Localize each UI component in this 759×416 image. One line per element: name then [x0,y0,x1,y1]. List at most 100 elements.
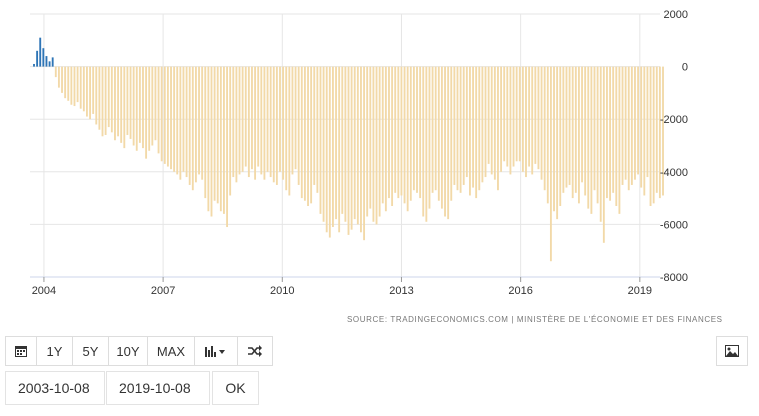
bar [391,66,394,206]
bar [627,66,630,191]
bar [61,66,63,93]
bar [338,66,341,233]
bar [590,66,593,214]
bar [42,48,45,67]
bar [213,66,216,201]
range-1y-button[interactable]: 1Y [36,336,73,366]
bar [615,66,618,206]
bar [269,66,272,178]
bar [484,66,487,178]
bar [549,66,552,262]
x-tick-label: 2004 [32,285,56,297]
bar [397,66,400,199]
range-10y-button[interactable]: 10Y [108,336,148,366]
bar [381,66,384,204]
bar [179,66,182,180]
bar [643,66,646,196]
bar [307,66,309,206]
end-date-input[interactable]: 2019-10-08 [106,371,210,405]
bar [481,66,484,183]
bar [360,66,362,233]
x-tick-label: 2013 [389,285,413,297]
x-tick-label: 2019 [628,285,652,297]
bar [366,66,369,217]
bar [73,66,76,107]
bar [419,66,422,199]
bar [291,66,294,175]
bar [565,66,568,188]
bar [447,66,450,220]
bar [148,66,151,151]
range-5y-button[interactable]: 5Y [72,336,109,366]
bar [444,66,446,217]
bar [319,66,322,214]
bar [403,66,406,204]
bar [39,37,42,67]
chevron-down-icon [219,350,225,354]
bar [425,66,428,222]
bar [553,66,555,212]
bar [332,66,334,228]
bar [528,66,531,167]
bar [655,66,658,193]
bar [658,66,661,199]
shuffle-icon [248,345,262,357]
bar [412,66,415,191]
bar [637,66,640,175]
range-max-button[interactable]: MAX [147,336,195,366]
calendar-button[interactable] [5,336,37,366]
bar [500,66,503,172]
ok-button[interactable]: OK [212,371,259,405]
bar [478,66,481,191]
bar [241,66,244,172]
range-toolbar: 1Y 5Y 10Y MAX [5,336,273,366]
bar [188,66,191,185]
bar [515,66,518,162]
bar [322,66,325,222]
bar [375,66,378,225]
bar [123,66,126,149]
bar [114,66,116,141]
bar [132,66,135,146]
bar [609,66,611,201]
bar [129,66,132,139]
bar [363,66,366,241]
bar [621,66,624,185]
bar [300,66,303,199]
bar [279,66,281,172]
bar [344,66,347,222]
bar [459,66,462,193]
bar [54,66,57,78]
bar [201,66,204,180]
bar [86,66,88,117]
y-axis: 2000 0 -2000 -4000 -6000 -8000 [660,9,688,284]
bar [503,66,506,162]
bar [434,66,437,191]
bar [431,66,434,193]
bar [490,66,493,175]
x-axis: 2004 2007 2010 2013 2016 2019 [30,276,660,297]
bar [182,66,185,172]
bar [350,66,353,230]
bar [288,66,291,196]
bar [559,66,562,206]
source-credit: SOURCE: TRADINGECONOMICS.COM | MINISTÈRE… [347,315,723,324]
bar [534,66,537,164]
start-date-input[interactable]: 2003-10-08 [5,371,105,405]
chart-type-button[interactable] [194,336,238,366]
bar [662,66,664,196]
bar [204,66,207,199]
bar [646,66,649,178]
shuffle-button[interactable] [237,336,273,366]
bar [67,66,70,101]
bar [235,66,238,183]
bar [497,66,499,191]
download-image-button[interactable] [716,336,748,366]
bar [210,66,213,217]
bar [353,66,356,220]
bar [173,66,176,172]
bar [254,66,257,180]
bar [313,66,316,185]
bar [310,66,313,204]
bar [79,66,82,109]
